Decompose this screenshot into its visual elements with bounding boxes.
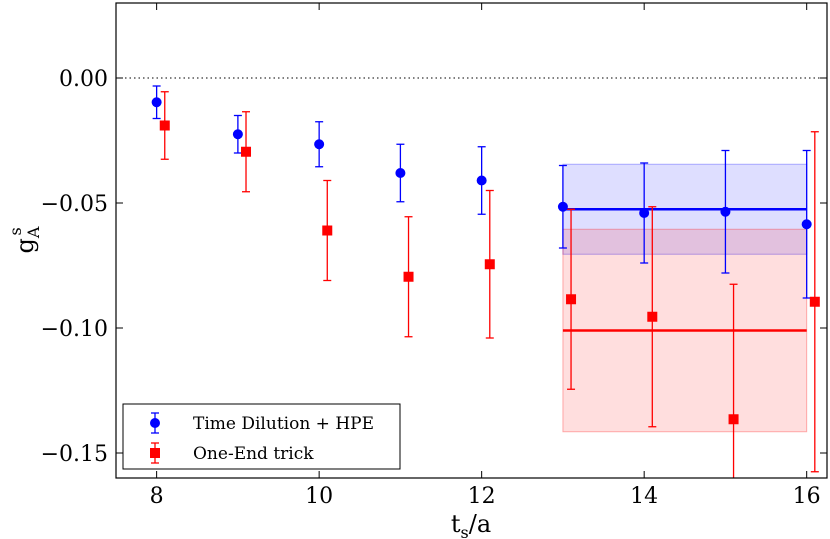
x-axis-ticks: 8 10 12 14 16 [150,3,821,509]
legend-label-red: One-End trick [193,444,314,464]
point-series-1-6 [647,311,658,322]
legend-red-marker [150,448,160,458]
point-series-1-3 [403,271,414,282]
point-series-0-6 [639,208,650,218]
x-tick-label-3: 14 [630,484,658,509]
legend: Time Dilution + HPE One-End trick [122,403,401,470]
x-axis-label-main: t [451,510,461,538]
point-series-0-5 [557,201,568,212]
point-series-0-4 [476,175,487,186]
x-tick-label-0: 8 [150,484,164,509]
fit-bands [562,163,808,433]
point-series-1-7 [728,414,739,425]
x-tick-label-2: 12 [468,484,496,509]
point-series-1-5 [566,294,577,305]
y-tick-label-0: 0.00 [59,67,108,92]
y-tick-label-3: −0.15 [41,442,108,467]
point-series-0-2 [314,139,325,150]
point-series-1-4 [484,259,495,270]
legend-blue-marker [150,418,160,428]
point-series-1-1 [241,146,252,157]
point-series-0-7 [720,206,731,217]
x-tick-label-1: 10 [305,484,333,509]
x-tick-label-4: 16 [793,484,821,509]
y-tick-label-2: −0.10 [41,317,108,342]
x-axis-label-sub: s [461,523,469,539]
legend-entry-red: One-End trick [150,442,314,464]
y-axis-ticks: 0.00 −0.05 −0.10 −0.15 [41,67,827,467]
data-markers [151,97,820,425]
point-series-0-3 [395,168,406,178]
y-axis-label: gAs [6,226,43,253]
legend-entry-blue: Time Dilution + HPE [150,412,374,434]
point-series-0-8 [801,219,812,230]
y-axis-label-sub: A [24,226,43,239]
fit-lines [562,207,807,332]
y-tick-label-1: −0.05 [41,192,108,217]
y-axis-label-main: g [11,238,39,253]
x-axis-label-rest: /a [469,510,491,538]
legend-label-blue: Time Dilution + HPE [193,414,374,434]
x-axis-label: ts/a [451,510,491,539]
svg-text:gAs: gAs [6,226,43,253]
legend-box [122,403,401,470]
point-series-0-1 [232,129,243,140]
point-series-0-0 [151,97,162,108]
y-axis-label-sup: s [6,227,25,235]
point-series-1-8 [809,296,820,307]
point-series-1-0 [159,120,170,131]
point-series-1-2 [322,225,333,236]
plot-frame [115,2,828,479]
